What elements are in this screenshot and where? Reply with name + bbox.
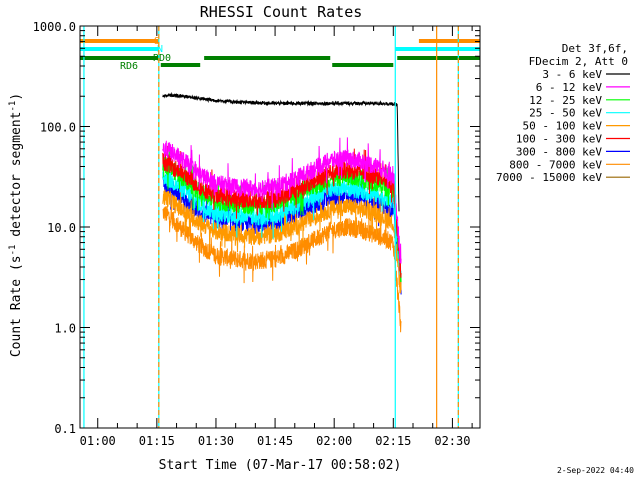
legend-entry-label: 3 - 6 keV [542,68,602,81]
legend-entry-label: 7000 - 15000 keV [496,171,602,184]
legend-entry-label: 6 - 12 keV [536,81,603,94]
legend-entry-label: 50 - 100 keV [523,120,603,133]
legend-entry-label: 800 - 7000 keV [509,158,602,171]
y-axis-label-main: Count Rate (s [9,255,24,357]
y-tick-label: 100.0 [40,121,76,135]
x-tick-label: 01:15 [139,434,175,448]
footer-date: 2-Sep-2022 04:40 [557,466,634,475]
series-line [162,91,400,212]
x-tick-label: 02:00 [316,434,352,448]
y-tick-label: 1000.0 [33,20,76,34]
x-tick-label: 01:45 [257,434,293,448]
y-tick-label: 10.0 [47,221,76,235]
flag-bar-label: RD0 [153,53,171,64]
legend-entry-label: 12 - 25 keV [529,94,602,107]
flag-bar-label: N [157,44,163,55]
y-axis-label-sup: -1 [8,245,18,256]
legend-entry-label: 25 - 50 keV [529,107,602,120]
series-line [162,165,402,278]
y-tick-label: 1.0 [54,322,76,336]
series-line [162,200,402,333]
y-axis-label: Count Rate (s-1 detector segment-1) [8,93,24,357]
y-axis-label-end: ) [9,93,24,101]
x-tick-label: 01:00 [80,434,116,448]
flag-bar-label: S [154,36,160,47]
x-tick-label: 01:30 [198,434,234,448]
chart-title: RHESSI Count Rates [200,3,363,21]
y-axis-label-sup2: -1 [8,101,18,112]
flag-bar-label: RD6 [120,61,138,72]
x-tick-label: 02:30 [434,434,470,448]
y-tick-label: 0.1 [54,422,76,436]
series-line [162,145,402,278]
y-axis-ticks: 1000.0 100.0 10.0 1.0 0.1 [33,20,480,436]
legend-header-line: Det 3f,6f, [562,42,628,55]
series-line [162,189,402,294]
x-axis-label: Start Time (07-Mar-17 00:58:02) [159,458,402,473]
series-group [162,91,402,333]
x-axis-ticks: 01:00 01:15 01:30 01:45 02:00 02:15 02:30 [80,26,473,448]
legend-entry-label: 100 - 300 keV [516,133,602,146]
series-line [162,148,402,283]
legend-header-line: FDecim 2, Att 0 [529,55,628,68]
x-tick-label: 02:15 [375,434,411,448]
y-axis-label-tail: detector segment [9,112,24,245]
series-line [162,137,402,264]
legend-entry-label: 300 - 800 keV [516,145,602,158]
